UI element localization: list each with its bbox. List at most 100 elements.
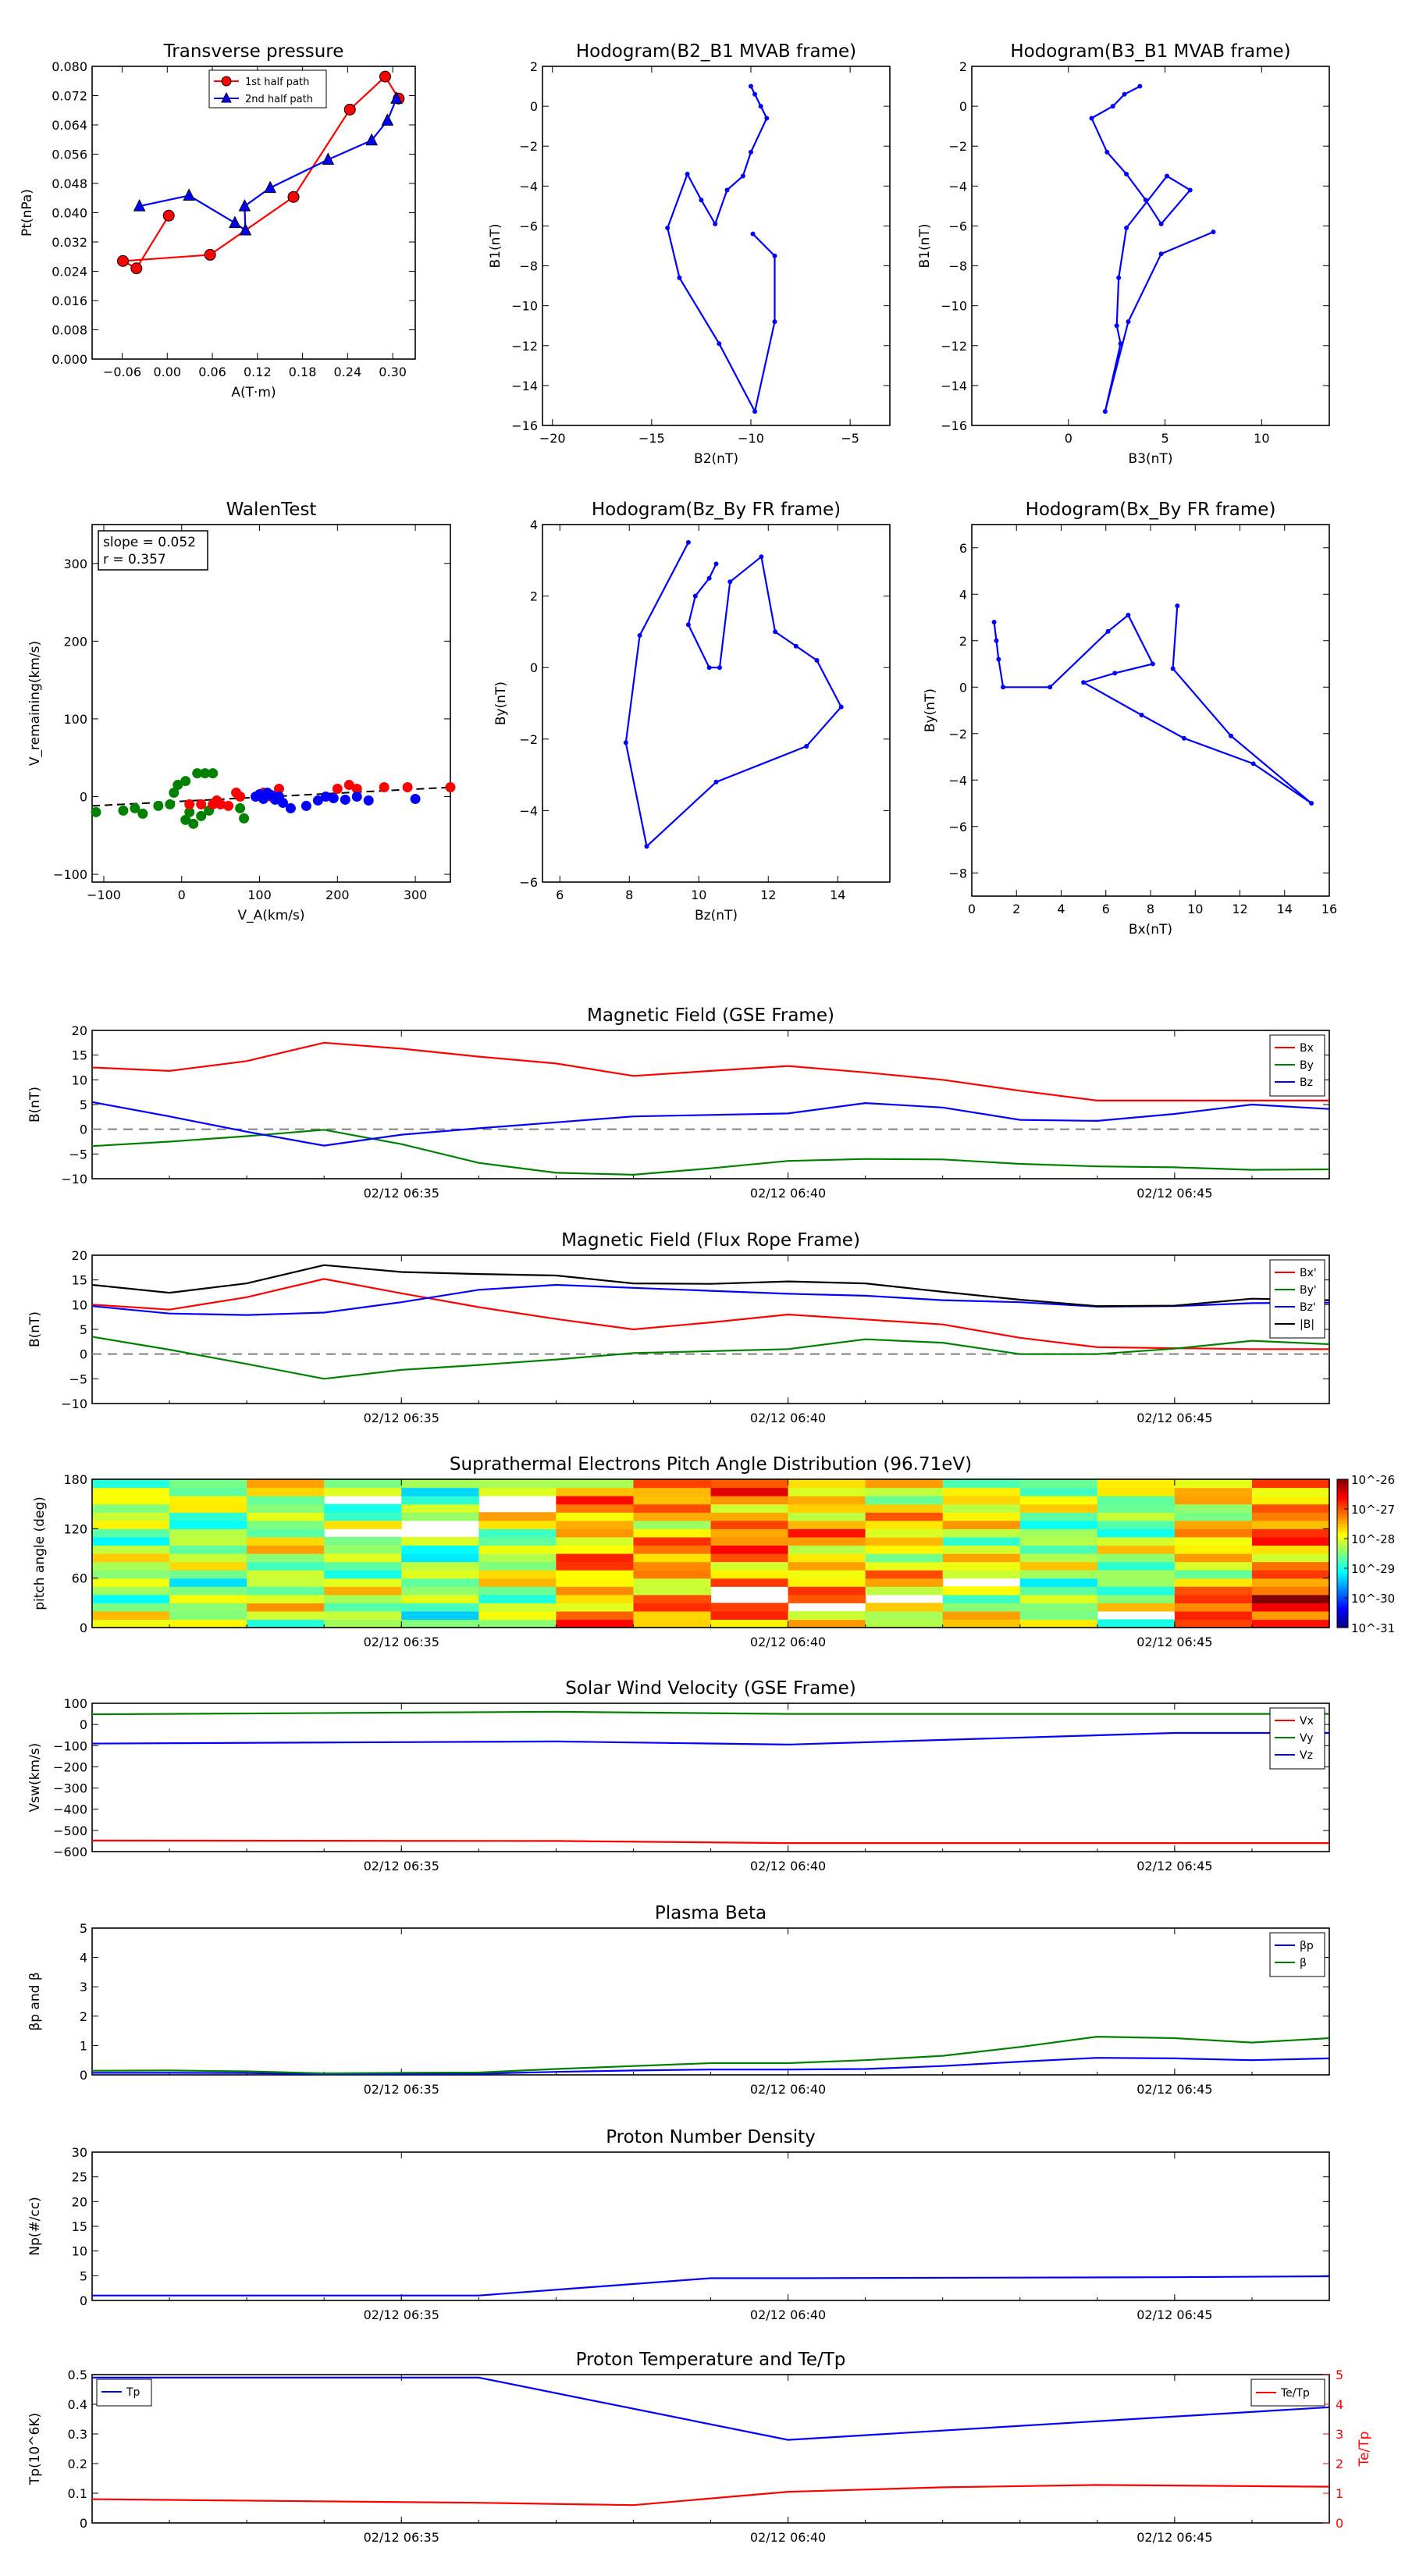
heatmap-cell (1019, 1479, 1098, 1489)
data-point (1112, 671, 1118, 676)
y-tick-label: 180 (63, 1472, 87, 1487)
y-tick-label: 6 (959, 541, 967, 556)
y-axis-label: V_remaining(km/s) (27, 641, 43, 766)
legend-label: By' (1300, 1284, 1317, 1297)
heatmap-cell (942, 1561, 1021, 1571)
heatmap-cell (92, 1520, 170, 1529)
colorbar-segment (1337, 1565, 1348, 1569)
x-tick-label: 0.00 (153, 365, 181, 379)
y-tick-label: 5 (80, 1098, 87, 1112)
right-tick-label: 0 (1336, 2516, 1343, 2531)
data-point (759, 554, 764, 560)
heatmap-cell (247, 1479, 325, 1489)
heatmap-cell (401, 1503, 479, 1513)
panel-sw_velocity: Solar Wind Velocity (GSE Frame) 02/12 06:… (27, 1678, 1330, 1873)
plot-frame (91, 1254, 1330, 1404)
heatmap-cell (401, 1487, 479, 1496)
scatter-point (402, 782, 413, 793)
heatmap-cell (169, 1578, 247, 1587)
time-tick-label: 02/12 06:45 (1136, 2530, 1212, 2545)
heatmap-cell (401, 1586, 479, 1596)
y-tick-label: 20 (72, 1248, 87, 1263)
heatmap-cell (788, 1610, 866, 1621)
data-point (685, 622, 691, 628)
colorbar-label: 10^-27 (1351, 1503, 1395, 1517)
heatmap-cell (1251, 1545, 1330, 1554)
heatmap-cell (1174, 1520, 1253, 1529)
data-point (713, 221, 718, 226)
heatmap-cell (865, 1487, 944, 1496)
colorbar-segment (1337, 1560, 1348, 1564)
y-tick-label: 5 (80, 2268, 87, 2283)
heatmap-cell (169, 1496, 247, 1505)
heatmap-cell (942, 1503, 1021, 1513)
heatmap-cell (324, 1610, 402, 1621)
heatmap-cell (556, 1520, 635, 1529)
y-tick-label: 0 (80, 2293, 87, 2308)
y-tick-label: 0.080 (52, 59, 87, 74)
heatmap-cell (710, 1479, 789, 1489)
x-tick-label: 6 (556, 888, 564, 902)
colorbar-segment (1337, 1571, 1348, 1574)
heatmap-cell (1097, 1536, 1176, 1546)
data-point (1122, 91, 1127, 97)
chart-title: Transverse pressure (163, 41, 344, 62)
heatmap-cell (92, 1561, 170, 1571)
panel-hodogram_bx_by: Hodogram(Bx_By FR frame) 0 2 4 6 8 10 12 14 16 6 4 2… (923, 500, 1337, 938)
y-axis-label: By(nT) (493, 681, 509, 725)
data-point (713, 779, 719, 785)
panel-walen_test: WalenTest −100 0 100 200 300 −100 0 100 200 300 V_A… (27, 500, 456, 923)
heatmap-cell (1251, 1503, 1330, 1513)
heatmap-cell (556, 1487, 635, 1496)
scatter-point (184, 799, 195, 809)
scatter-point (130, 802, 140, 813)
scatter-point (196, 810, 207, 821)
data-point (1187, 187, 1193, 193)
colorbar-label: 10^-31 (1351, 1621, 1395, 1635)
y-tick-label: 0.072 (52, 89, 87, 104)
x-axis-label: B2(nT) (694, 451, 738, 467)
heatmap-cell (865, 1561, 944, 1571)
heatmap-cell (556, 1479, 635, 1489)
colorbar-segment (1337, 1595, 1348, 1599)
time-tick-label: 02/12 06:35 (364, 1186, 439, 1201)
chart-title: Plasma Beta (655, 1903, 767, 1923)
series-line-1 (91, 1710, 1329, 1716)
heatmap-cell (169, 1487, 247, 1496)
x-axis-label: Bx(nT) (1129, 922, 1172, 938)
data-point (1124, 172, 1129, 176)
heatmap-cell (1174, 1610, 1253, 1621)
time-tick-label: 02/12 06:35 (364, 1411, 439, 1425)
heatmap-cell (788, 1545, 866, 1554)
data-point (706, 575, 712, 581)
heatmap-cell (1097, 1528, 1176, 1538)
scatter-point (277, 797, 288, 808)
stats-text: r = 0.357 (103, 552, 166, 568)
data-point-triangle (381, 113, 394, 126)
time-tick-label: 02/12 06:35 (364, 2307, 439, 2322)
chart-title: WalenTest (226, 500, 317, 520)
time-tick-label: 02/12 06:40 (750, 1859, 826, 1873)
y-axis-label: βp and β (27, 1972, 43, 2030)
heatmap-cell (169, 1536, 247, 1546)
heatmap-cell (633, 1619, 712, 1628)
series-line-0 (1090, 85, 1214, 412)
chart-title: Hodogram(Bz_By FR frame) (592, 500, 841, 520)
heatmap-cell (478, 1528, 557, 1538)
heatmap-cell (92, 1545, 170, 1554)
heatmap-cell (247, 1594, 325, 1603)
heatmap-cell (324, 1561, 402, 1571)
data-point (1126, 319, 1131, 325)
y-tick-label: 10 (72, 1297, 87, 1312)
colorbar-frame (1336, 1478, 1349, 1628)
colorbar-label: 10^-30 (1351, 1592, 1395, 1606)
heatmap-cell (1097, 1503, 1176, 1513)
x-tick-label: 8 (1147, 902, 1154, 916)
colorbar-segment (1337, 1556, 1348, 1559)
y-tick-label: 15 (72, 1273, 87, 1288)
data-point (1114, 323, 1119, 329)
heatmap-cell (1174, 1619, 1253, 1628)
time-tick-label: 02/12 06:40 (750, 2307, 826, 2322)
data-point (752, 409, 758, 415)
y-tick-label: 0 (530, 660, 538, 675)
